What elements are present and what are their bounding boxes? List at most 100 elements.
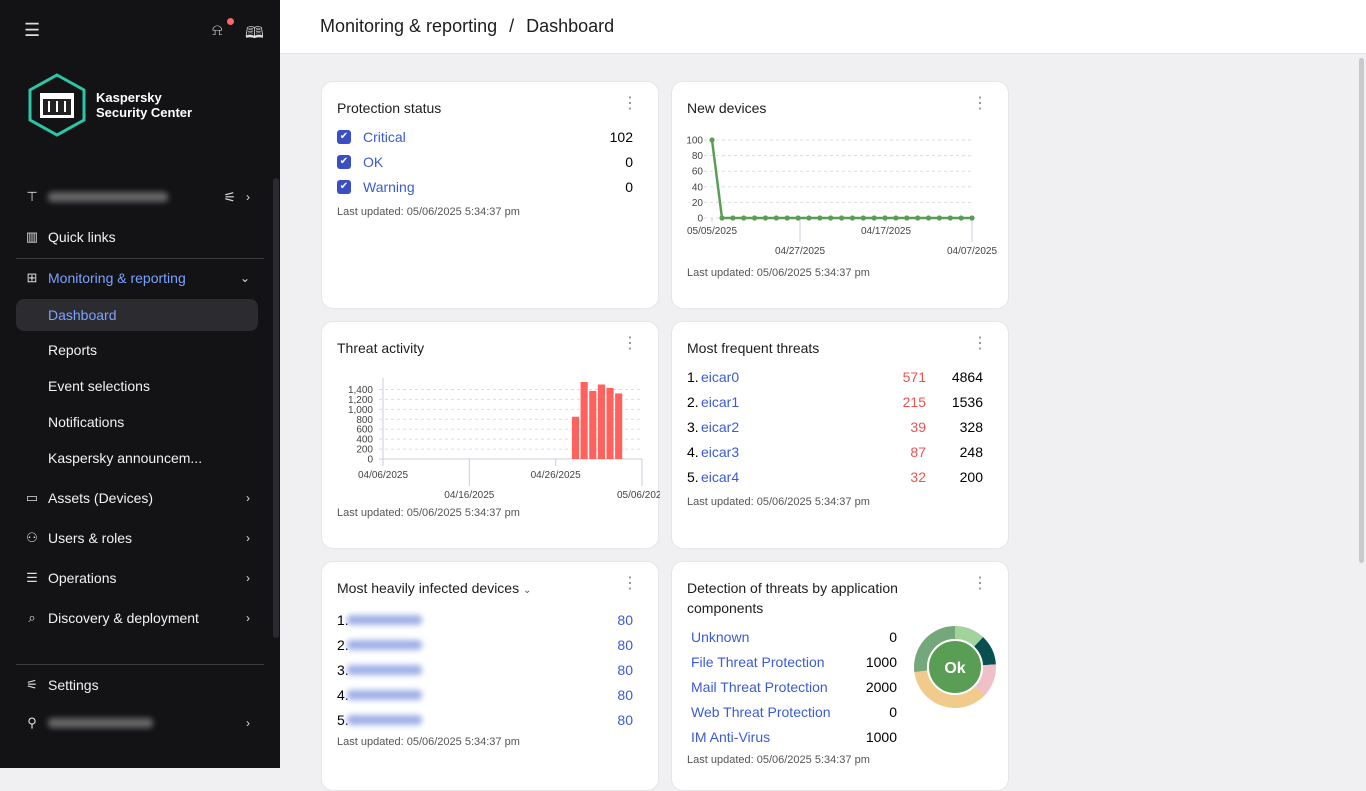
widget-title: Protection status xyxy=(337,100,442,116)
y-tick-label: 100 xyxy=(686,136,703,147)
status-label[interactable]: OK xyxy=(363,153,384,170)
bell-icon[interactable]: ⍾ xyxy=(212,22,223,39)
widget-new-devices: New devices ⋮ 0 20 40 60 80 100 05/05/2025 04/2… xyxy=(671,81,1009,309)
component-row: File Threat Protection 1000 xyxy=(691,649,897,674)
last-updated: Last updated: 05/06/2025 5:34:37 pm xyxy=(337,507,520,519)
sidebar-item-dashboard[interactable]: Dashboard xyxy=(16,299,258,331)
chevron-down-icon: ⌄ xyxy=(522,585,532,596)
threat-devices: 39 xyxy=(910,418,926,435)
data-point xyxy=(893,215,899,221)
operations-icon: ☰ xyxy=(26,570,38,585)
component-name[interactable]: Web Threat Protection xyxy=(691,703,831,720)
label: Assets (Devices) xyxy=(48,490,154,506)
threat-name[interactable]: eicar3 xyxy=(701,443,740,460)
status-label[interactable]: Warning xyxy=(363,178,415,195)
sidebar-item-users[interactable]: ⚇ Users & roles › xyxy=(16,522,258,554)
status-count: 102 xyxy=(609,128,633,145)
data-point xyxy=(838,215,845,221)
menu-icon[interactable]: ☰ xyxy=(24,20,41,40)
threat-count: 1536 xyxy=(951,393,983,410)
component-count: 1000 xyxy=(865,653,897,670)
data-point xyxy=(969,215,975,221)
label: Users & roles xyxy=(48,530,133,546)
device-name-blurred[interactable] xyxy=(347,689,422,700)
device-name-blurred[interactable] xyxy=(347,714,422,725)
label: Discovery & deployment xyxy=(48,610,199,626)
sidebar-item-monitoring[interactable]: ⊞ Monitoring & reporting ⌄ xyxy=(16,262,258,294)
threat-name[interactable]: eicar4 xyxy=(701,468,740,485)
sidebar-item-settings[interactable]: ⚟ Settings xyxy=(16,669,258,701)
dashboard-icon: ⊞ xyxy=(26,270,38,285)
donut-slice xyxy=(975,664,996,696)
component-name[interactable]: Unknown xyxy=(691,628,750,645)
data-point xyxy=(709,137,715,143)
sidebar-item-operations[interactable]: ☰ Operations › xyxy=(16,562,258,594)
threat-row: 1. eicar0 571 4864 xyxy=(687,364,993,389)
component-count: 1000 xyxy=(865,728,897,745)
device-name-blurred[interactable] xyxy=(347,614,422,625)
sidebar-item-reports[interactable]: Reports xyxy=(16,334,258,366)
chevron-right-icon: › xyxy=(246,716,250,730)
threat-row: 3. eicar2 39 328 xyxy=(687,414,993,439)
data-point xyxy=(784,215,790,221)
more-options-icon[interactable]: ⋮ xyxy=(622,575,638,592)
component-row: Mail Threat Protection 2000 xyxy=(691,674,897,699)
donut-slice xyxy=(914,670,985,708)
book-icon[interactable]: 🕮 xyxy=(245,25,264,42)
threat-count[interactable]: 80 xyxy=(617,661,633,678)
threat-count[interactable]: 80 xyxy=(617,611,633,628)
widget-title[interactable]: Most heavily infected devices ⌄ xyxy=(337,580,532,596)
sidebar-item-notifications[interactable]: Notifications xyxy=(16,406,258,438)
sidebar-item-discovery[interactable]: ⌕ Discovery & deployment › xyxy=(16,602,258,634)
component-name[interactable]: Mail Threat Protection xyxy=(691,678,828,695)
sidebar-item-announcements[interactable]: Kaspersky announcem... xyxy=(16,442,258,474)
label: Kaspersky announcem... xyxy=(48,450,203,466)
sidebar-item-quick-links[interactable]: ▥ Quick links xyxy=(16,221,258,253)
status-label[interactable]: Critical xyxy=(363,128,406,145)
checkbox-checked-icon[interactable]: ✔ xyxy=(337,129,351,144)
threat-count[interactable]: 80 xyxy=(617,686,633,703)
threat-count: 200 xyxy=(959,468,983,485)
checkbox-checked-icon[interactable]: ✔ xyxy=(337,154,351,169)
widget-protection-status: Protection status ⋮ ✔ Critical 102 ✔ OK 0 ✔ War… xyxy=(321,81,659,309)
data-point xyxy=(719,215,725,221)
more-options-icon[interactable]: ⋮ xyxy=(972,95,988,112)
component-name[interactable]: File Threat Protection xyxy=(691,653,825,670)
more-options-icon[interactable]: ⋮ xyxy=(622,95,638,112)
more-options-icon[interactable]: ⋮ xyxy=(622,335,638,352)
logo[interactable]: Kaspersky Security Center xyxy=(26,72,192,138)
data-point xyxy=(849,215,856,221)
filter-icon[interactable]: ⚟ xyxy=(223,188,236,205)
main-scrollbar[interactable] xyxy=(1359,58,1364,563)
threat-count[interactable]: 80 xyxy=(617,711,633,728)
y-tick-label: 400 xyxy=(356,435,373,446)
user-account[interactable]: ⚲ › xyxy=(16,707,258,739)
device-row: 4. 80 xyxy=(337,682,643,707)
status-label: Ok xyxy=(944,660,965,677)
threat-count[interactable]: 80 xyxy=(617,636,633,653)
y-tick-label: 1,000 xyxy=(348,405,373,416)
device-name-blurred[interactable] xyxy=(347,639,422,650)
threat-name[interactable]: eicar2 xyxy=(701,418,740,435)
breadcrumb: Monitoring & reporting / Dashboard xyxy=(280,0,1366,54)
threat-count: 248 xyxy=(959,443,983,460)
widget-title: New devices xyxy=(687,100,767,116)
sidebar-item-assets[interactable]: ▭ Assets (Devices) › xyxy=(16,482,258,514)
data-point xyxy=(871,215,877,221)
component-name[interactable]: IM Anti-Virus xyxy=(691,728,771,745)
checkbox-checked-icon[interactable]: ✔ xyxy=(337,179,351,194)
sidebar-item-event-selections[interactable]: Event selections xyxy=(16,370,258,402)
device-name-blurred[interactable] xyxy=(347,664,422,675)
data-point xyxy=(752,215,758,221)
sidebar-scrollbar[interactable] xyxy=(273,178,279,638)
new-devices-chart: 0 20 40 60 80 100 05/05/2025 04/27/2025 04/17/20… xyxy=(686,136,997,258)
more-options-icon[interactable]: ⋮ xyxy=(972,335,988,352)
threat-name[interactable]: eicar1 xyxy=(701,393,740,410)
widget-title: Threat activity xyxy=(337,340,425,356)
label: Dashboard xyxy=(48,307,117,323)
donut-slice xyxy=(974,637,996,666)
more-options-icon[interactable]: ⋮ xyxy=(972,575,988,592)
breadcrumb-section[interactable]: Monitoring & reporting xyxy=(320,16,498,36)
server-selector[interactable]: ⊤ ⚟ › xyxy=(16,181,258,213)
threat-name[interactable]: eicar0 xyxy=(701,368,740,385)
